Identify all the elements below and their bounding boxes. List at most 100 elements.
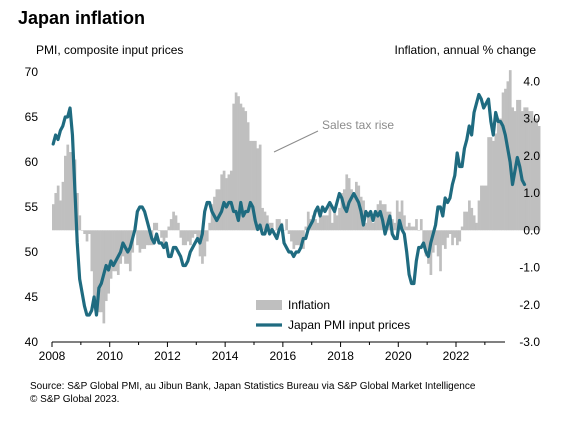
inflation-bar <box>532 118 536 231</box>
inflation-bar <box>323 215 327 231</box>
inflation-bar <box>88 230 91 234</box>
inflation-bar <box>95 230 98 313</box>
inflation-bar <box>520 111 524 231</box>
inflation-bar <box>193 230 197 234</box>
inflation-bar <box>275 219 279 231</box>
inflation-bar <box>220 174 224 231</box>
inflation-bar <box>489 137 493 231</box>
inflation-bar <box>492 140 495 231</box>
inflation-bar <box>318 215 322 231</box>
inflation-bar <box>109 230 113 279</box>
inflation-bar <box>292 230 296 249</box>
inflation-bar <box>335 215 339 231</box>
x-tick-label: 2012 <box>154 349 181 363</box>
inflation-bar <box>251 140 255 231</box>
inflation-bar <box>232 103 236 231</box>
inflation-bar <box>270 222 274 231</box>
inflation-bar <box>114 230 118 272</box>
pmi-line <box>51 92 527 317</box>
inflation-bar <box>56 185 60 231</box>
inflation-bar <box>266 215 269 231</box>
inflation-bar <box>222 170 226 231</box>
legend-inflation-label: Inflation <box>288 298 330 312</box>
inflation-bar <box>155 222 159 231</box>
inflation-bar <box>448 230 452 234</box>
inflation-bar <box>234 92 238 231</box>
inflation-bar <box>54 193 58 231</box>
inflation-bar <box>475 222 478 231</box>
inflation-bar <box>321 215 325 231</box>
copyright-text: © S&P Global 2023. <box>30 394 120 405</box>
inflation-bar <box>422 230 426 246</box>
left-tick-label: 45 <box>25 290 39 304</box>
inflation-bar <box>393 222 397 231</box>
left-tick-label: 55 <box>25 200 39 214</box>
inflation-bar <box>290 230 293 242</box>
right-axis-ticks: -3.0 -2.0 -1.0 0.0 1.0 2.0 3.0 4.0 <box>519 74 540 349</box>
inflation-bar <box>508 70 512 231</box>
inflation-bar <box>177 222 180 231</box>
inflation-bar <box>174 215 178 231</box>
x-tick-label: 2022 <box>443 349 470 363</box>
inflation-bar <box>196 230 199 242</box>
inflation-bar <box>282 230 286 231</box>
inflation-bar <box>148 230 151 246</box>
left-axis-title: PMI, composite input prices <box>36 43 184 57</box>
inflation-bar <box>143 230 147 249</box>
inflation-bar <box>480 185 483 231</box>
inflation-bar <box>456 230 459 246</box>
sales-tax-annotation: Sales tax rise <box>273 118 394 153</box>
inflation-bar <box>424 230 428 257</box>
left-tick-label: 50 <box>25 245 39 259</box>
inflation-bar <box>400 200 404 231</box>
inflation-bar <box>405 226 409 231</box>
inflation-bar <box>511 107 515 231</box>
inflation-bar <box>237 96 240 231</box>
inflation-bar <box>477 200 481 231</box>
inflation-bar <box>217 189 221 231</box>
inflation-bar <box>138 230 142 253</box>
inflation-bar <box>208 222 212 231</box>
inflation-bar <box>181 230 185 246</box>
inflation-bar <box>160 230 163 238</box>
right-axis-title: Inflation, annual % change <box>394 43 536 57</box>
inflation-bar <box>482 185 486 231</box>
x-tick-label: 2020 <box>385 349 412 363</box>
inflation-bar <box>186 230 190 242</box>
inflation-bar <box>263 211 267 231</box>
inflation-bar <box>407 222 411 231</box>
inflation-bar <box>268 222 272 231</box>
inflation-bar <box>431 230 435 253</box>
inflation-bar <box>297 230 300 246</box>
inflation-bar <box>501 92 505 231</box>
right-tick-label: -2.0 <box>519 298 540 312</box>
inflation-bar <box>350 189 353 231</box>
inflation-bar <box>258 144 262 231</box>
legend-pmi-label: Japan PMI input prices <box>288 318 410 332</box>
right-tick-label: 0.0 <box>523 223 540 237</box>
inflation-bar <box>167 226 171 231</box>
inflation-bar <box>294 230 298 246</box>
inflation-bar <box>364 222 368 231</box>
inflation-bar <box>403 215 406 231</box>
inflation-bar <box>340 193 344 231</box>
inflation-bar <box>412 226 416 231</box>
inflation-bar <box>210 204 214 231</box>
inflation-bar <box>52 204 55 231</box>
inflation-bar <box>484 185 488 231</box>
inflation-bar <box>395 200 399 231</box>
inflation-bar <box>126 230 130 264</box>
left-tick-label: 60 <box>25 155 39 169</box>
inflation-bar <box>316 222 320 231</box>
inflation-bar <box>314 219 317 231</box>
inflation-bar <box>90 230 94 272</box>
inflation-bar <box>97 230 101 313</box>
inflation-bar <box>367 211 370 231</box>
inflation-bar <box>229 170 233 231</box>
inflation-bar <box>83 230 86 234</box>
inflation-bar <box>499 118 502 231</box>
inflation-bar <box>203 230 207 257</box>
inflation-bar <box>92 230 96 298</box>
